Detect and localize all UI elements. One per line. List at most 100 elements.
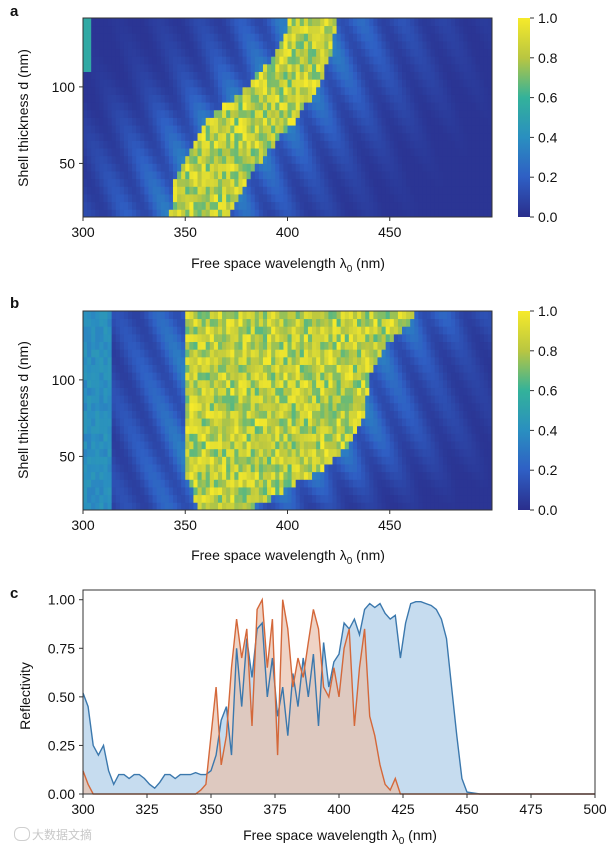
heatmap-cell — [320, 349, 325, 358]
heatmap-cell — [168, 418, 174, 427]
heatmap-cell — [185, 448, 190, 457]
heatmap-cell — [365, 494, 370, 503]
heatmap-cell — [307, 441, 313, 450]
heatmap-cell — [307, 194, 313, 203]
heatmap-cell — [336, 56, 342, 65]
heatmap-cell — [164, 341, 170, 350]
heatmap-cell — [250, 402, 256, 411]
heatmap-cell — [373, 40, 378, 50]
heatmap-cell — [127, 86, 133, 95]
heatmap-cell — [279, 425, 284, 434]
heatmap-cell — [385, 425, 391, 434]
heatmap-cell — [352, 63, 358, 72]
heatmap-cell — [406, 132, 411, 141]
heatmap-cell — [222, 86, 227, 95]
heatmap-cell — [303, 201, 309, 210]
heatmap-cell — [103, 448, 108, 457]
heatmap-cell — [312, 425, 317, 434]
heatmap-cell — [451, 356, 456, 365]
heatmap-cell — [369, 402, 374, 411]
heatmap-cell — [373, 209, 378, 218]
heatmap-cell — [381, 464, 387, 473]
heatmap-cell — [279, 487, 284, 496]
heatmap-cell — [406, 148, 411, 157]
heatmap-cell — [447, 395, 452, 404]
heatmap-cell — [217, 102, 223, 111]
heatmap-cell — [410, 33, 415, 42]
heatmap-cell — [83, 356, 88, 365]
heatmap-cell — [91, 163, 96, 172]
heatmap-cell — [107, 356, 113, 365]
heatmap-cell — [115, 155, 121, 164]
heatmap-cell — [115, 117, 121, 126]
heatmap-cell — [209, 425, 215, 434]
heatmap-cell — [385, 109, 391, 118]
heatmap-cell — [307, 433, 313, 442]
heatmap-cell — [127, 326, 133, 335]
heatmap-cell — [397, 79, 403, 88]
heatmap-cell — [254, 356, 260, 365]
heatmap-cell — [164, 56, 170, 65]
heatmap-cell — [336, 194, 342, 203]
heatmap-cell — [185, 63, 190, 72]
heatmap-cell — [430, 94, 436, 103]
heatmap-cell — [365, 356, 370, 365]
heatmap-cell — [185, 372, 190, 381]
heatmap-cell — [418, 441, 423, 450]
heatmap-cell — [352, 425, 358, 434]
heatmap-cell — [136, 387, 141, 396]
heatmap-cell — [397, 132, 403, 141]
heatmap-cell — [459, 379, 464, 388]
heatmap-cell — [271, 479, 276, 488]
heatmap-cell — [426, 56, 432, 65]
heatmap-cell — [336, 395, 342, 404]
heatmap-cell — [336, 464, 342, 473]
heatmap-cell — [377, 155, 382, 164]
heatmap-cell — [115, 402, 121, 411]
heatmap-cell — [160, 109, 166, 118]
heatmap-cell — [152, 410, 158, 419]
heatmap-cell — [185, 56, 190, 65]
heatmap-cell — [291, 40, 297, 50]
heatmap-cell — [447, 402, 452, 411]
heatmap-cell — [385, 502, 391, 511]
heatmap-cell — [410, 163, 415, 172]
heatmap-cell — [397, 148, 403, 157]
heatmap-cell — [119, 402, 125, 411]
heatmap-cell — [344, 494, 350, 503]
heatmap-cell — [475, 178, 481, 187]
heatmap-cell — [234, 33, 239, 42]
heatmap-cell — [99, 132, 104, 141]
heatmap-cell — [402, 102, 407, 111]
heatmap-cell — [83, 171, 88, 180]
heatmap-cell — [295, 356, 301, 365]
heatmap-cell — [320, 333, 325, 343]
heatmap-cell — [103, 33, 108, 42]
heatmap-cell — [369, 48, 374, 57]
heatmap-cell — [246, 209, 252, 218]
heatmap-cell — [475, 464, 481, 473]
heatmap-cell — [271, 63, 276, 72]
heatmap-cell — [295, 71, 301, 80]
heatmap-cell — [132, 471, 137, 480]
heatmap-cell — [402, 395, 407, 404]
heatmap-cell — [471, 448, 477, 457]
heatmap-cell — [250, 433, 256, 442]
heatmap-cell — [177, 71, 182, 80]
heatmap-cell — [193, 48, 198, 57]
heatmap-cell — [177, 18, 182, 27]
heatmap-cell — [250, 178, 256, 187]
heatmap-cell — [397, 194, 403, 203]
heatmap-cell — [185, 456, 190, 465]
heatmap-cell — [451, 502, 456, 511]
heatmap-cell — [103, 94, 108, 103]
heatmap-cell — [123, 333, 129, 343]
heatmap-cell — [459, 102, 464, 111]
heatmap-cell — [291, 194, 297, 203]
heatmap-cell — [123, 86, 129, 95]
heatmap-cell — [303, 125, 309, 134]
heatmap-cell — [132, 456, 137, 465]
heatmap-cell — [340, 25, 346, 34]
heatmap-cell — [91, 471, 96, 480]
heatmap-cell — [99, 479, 104, 488]
